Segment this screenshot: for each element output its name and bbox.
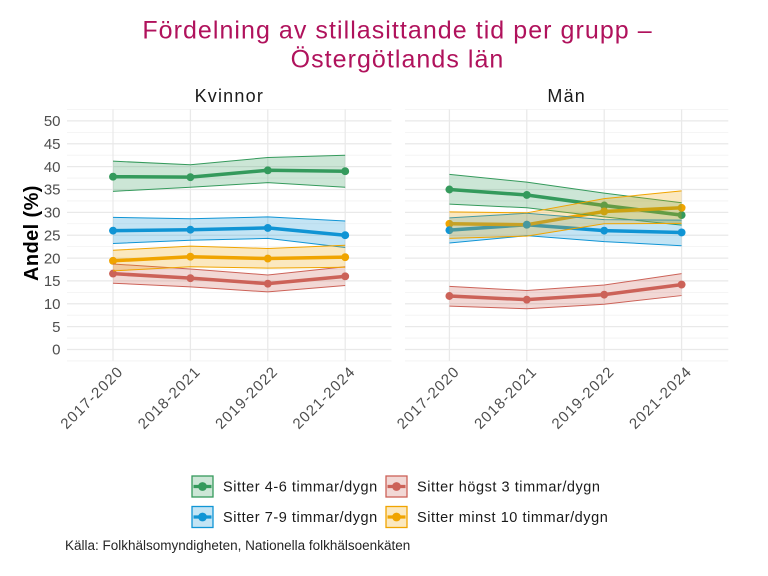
svg-text:Sitter 4-6 timmar/dygn: Sitter 4-6 timmar/dygn	[223, 480, 378, 496]
svg-text:5: 5	[52, 319, 60, 336]
svg-text:Källa: Folkhälsomyndigheten, N: Källa: Folkhälsomyndigheten, Nationella …	[65, 538, 410, 553]
svg-text:35: 35	[44, 182, 61, 199]
svg-text:10: 10	[44, 296, 61, 313]
svg-text:Sitter högst 3 timmar/dygn: Sitter högst 3 timmar/dygn	[417, 480, 601, 496]
svg-text:30: 30	[44, 205, 61, 222]
svg-text:45: 45	[44, 136, 61, 153]
svg-text:50: 50	[44, 113, 61, 130]
svg-text:Sitter 7-9 timmar/dygn: Sitter 7-9 timmar/dygn	[223, 510, 378, 526]
svg-text:40: 40	[44, 159, 61, 176]
svg-text:Östergötlands län: Östergötlands län	[291, 46, 505, 74]
svg-text:Män: Män	[547, 86, 586, 106]
svg-text:20: 20	[44, 250, 61, 267]
svg-text:15: 15	[44, 273, 61, 290]
svg-text:Kvinnor: Kvinnor	[195, 86, 264, 106]
svg-text:Andel (%): Andel (%)	[21, 185, 43, 281]
svg-text:25: 25	[44, 227, 61, 244]
svg-text:Sitter minst 10 timmar/dygn: Sitter minst 10 timmar/dygn	[417, 510, 608, 526]
svg-text:Fördelning av stillasittande t: Fördelning av stillasittande tid per gru…	[142, 16, 652, 44]
svg-text:0: 0	[52, 342, 60, 359]
